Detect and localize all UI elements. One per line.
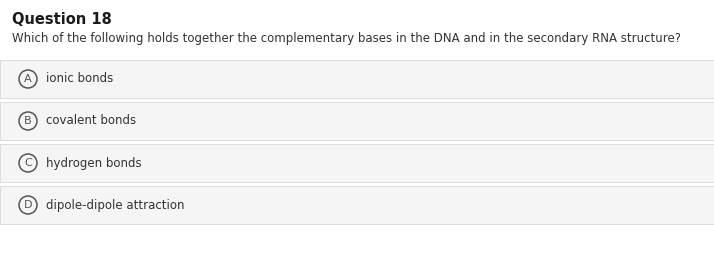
Text: A: A — [24, 74, 32, 84]
FancyBboxPatch shape — [0, 102, 714, 140]
Text: dipole-dipole attraction: dipole-dipole attraction — [46, 198, 184, 211]
Text: D: D — [24, 200, 32, 210]
Text: C: C — [24, 158, 32, 168]
Text: Which of the following holds together the complementary bases in the DNA and in : Which of the following holds together th… — [12, 32, 681, 45]
FancyBboxPatch shape — [0, 144, 714, 182]
Text: B: B — [24, 116, 32, 126]
FancyBboxPatch shape — [0, 186, 714, 224]
Text: covalent bonds: covalent bonds — [46, 114, 136, 127]
FancyBboxPatch shape — [0, 60, 714, 98]
Text: ionic bonds: ionic bonds — [46, 73, 114, 86]
Text: Question 18: Question 18 — [12, 12, 112, 27]
Text: hydrogen bonds: hydrogen bonds — [46, 157, 141, 170]
